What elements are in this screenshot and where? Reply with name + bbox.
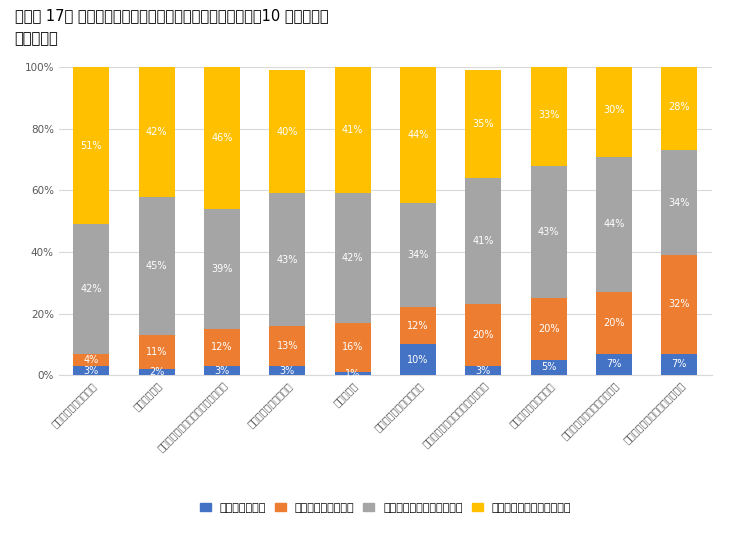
Text: 32%: 32% bbox=[669, 300, 690, 309]
Text: 43%: 43% bbox=[538, 227, 559, 237]
Bar bbox=[661, 64, 697, 151]
Text: 3%: 3% bbox=[214, 366, 230, 376]
Text: ［図表 17］ 入社予定の会社に対して持っているイメージ：10 項目横断比: ［図表 17］ 入社予定の会社に対して持っているイメージ：10 項目横断比 bbox=[15, 8, 328, 24]
Bar bbox=[596, 292, 632, 354]
Text: 45%: 45% bbox=[146, 261, 167, 271]
Text: 28%: 28% bbox=[669, 102, 690, 112]
Bar bbox=[465, 366, 501, 375]
Bar bbox=[139, 369, 175, 375]
Text: 34%: 34% bbox=[407, 250, 429, 260]
Text: 7%: 7% bbox=[672, 360, 687, 370]
Text: 10%: 10% bbox=[407, 355, 429, 365]
Text: 46%: 46% bbox=[211, 133, 233, 143]
Text: 3%: 3% bbox=[476, 366, 491, 376]
Bar bbox=[269, 194, 305, 326]
Text: 16%: 16% bbox=[342, 343, 363, 352]
Text: 34%: 34% bbox=[669, 198, 690, 208]
Text: 42%: 42% bbox=[146, 127, 167, 137]
Bar bbox=[465, 178, 501, 305]
Bar bbox=[531, 64, 567, 166]
Bar bbox=[400, 67, 436, 203]
Text: 40%: 40% bbox=[277, 127, 298, 137]
Text: 7%: 7% bbox=[606, 360, 622, 370]
Text: 20%: 20% bbox=[538, 324, 559, 334]
Bar bbox=[204, 366, 240, 375]
Bar bbox=[661, 255, 697, 354]
Text: 51%: 51% bbox=[81, 141, 102, 151]
Bar bbox=[139, 197, 175, 335]
Bar bbox=[531, 298, 567, 360]
Bar bbox=[661, 354, 697, 375]
Text: 42%: 42% bbox=[342, 253, 363, 263]
Bar bbox=[400, 307, 436, 344]
Text: 39%: 39% bbox=[211, 264, 233, 274]
Bar bbox=[335, 323, 371, 372]
Text: 5%: 5% bbox=[541, 362, 556, 372]
Bar bbox=[269, 326, 305, 366]
Bar bbox=[400, 203, 436, 307]
Bar bbox=[139, 67, 175, 197]
Bar bbox=[661, 151, 697, 255]
Text: 35%: 35% bbox=[473, 119, 494, 129]
Bar bbox=[465, 305, 501, 366]
Bar bbox=[400, 344, 436, 375]
Text: 4%: 4% bbox=[84, 355, 99, 365]
Bar bbox=[596, 354, 632, 375]
Bar bbox=[73, 224, 109, 354]
Text: 30%: 30% bbox=[603, 105, 625, 115]
Bar bbox=[139, 335, 175, 369]
Text: 2%: 2% bbox=[149, 367, 164, 377]
Bar bbox=[335, 67, 371, 194]
Bar bbox=[335, 194, 371, 323]
Bar bbox=[269, 366, 305, 375]
Bar bbox=[73, 354, 109, 366]
Text: 42%: 42% bbox=[81, 284, 102, 294]
Text: 1%: 1% bbox=[345, 368, 360, 379]
Text: 41%: 41% bbox=[473, 236, 494, 246]
Text: 較（理系）: 較（理系） bbox=[15, 31, 59, 46]
Bar bbox=[531, 360, 567, 375]
Bar bbox=[531, 166, 567, 298]
Bar bbox=[596, 156, 632, 292]
Text: 11%: 11% bbox=[146, 347, 167, 357]
Bar bbox=[204, 209, 240, 329]
Text: 44%: 44% bbox=[407, 130, 429, 140]
Bar bbox=[73, 67, 109, 224]
Bar bbox=[204, 329, 240, 366]
Text: 12%: 12% bbox=[211, 343, 233, 352]
Text: 20%: 20% bbox=[603, 318, 625, 328]
Bar bbox=[596, 64, 632, 156]
Text: 33%: 33% bbox=[538, 110, 559, 120]
Bar bbox=[335, 372, 371, 375]
Text: 3%: 3% bbox=[84, 366, 99, 376]
Text: 12%: 12% bbox=[407, 321, 429, 331]
Bar bbox=[269, 71, 305, 194]
Text: 13%: 13% bbox=[277, 341, 298, 351]
Text: 3%: 3% bbox=[280, 366, 295, 376]
Text: 44%: 44% bbox=[603, 220, 625, 229]
Bar bbox=[73, 366, 109, 375]
Bar bbox=[204, 67, 240, 209]
Legend: イメージはない, どちらともいえない, イメージをやや持っている, イメージを強く持っている: イメージはない, どちらともいえない, イメージをやや持っている, イメージを強… bbox=[195, 498, 575, 517]
Text: 41%: 41% bbox=[342, 125, 363, 136]
Text: 43%: 43% bbox=[277, 255, 298, 265]
Bar bbox=[465, 71, 501, 178]
Text: 20%: 20% bbox=[473, 330, 494, 340]
